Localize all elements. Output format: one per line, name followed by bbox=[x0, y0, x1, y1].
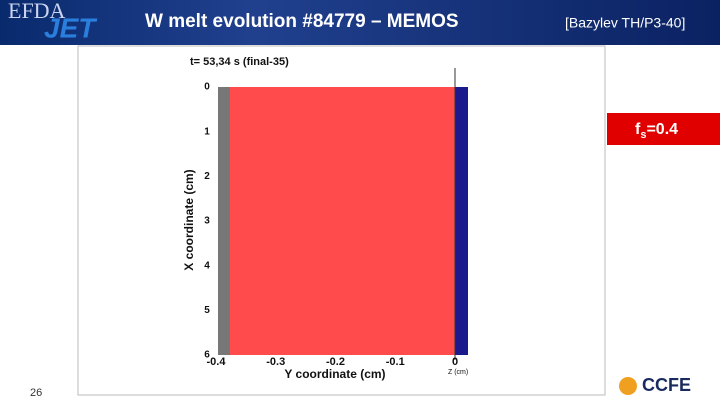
callout: fs=0.4 bbox=[635, 121, 678, 141]
x-tick-label: 0 bbox=[452, 356, 458, 368]
title: W melt evolution #84779 – MEMOS bbox=[145, 11, 459, 32]
y-tick-label: 5 bbox=[204, 305, 210, 316]
y-tick-label: 2 bbox=[204, 171, 210, 182]
x-tick-label: -0.3 bbox=[266, 356, 285, 368]
y-tick-label: 1 bbox=[204, 126, 210, 137]
y-axis-label: X coordinate (cm) bbox=[182, 169, 196, 270]
x-tick-label: -0.2 bbox=[326, 356, 345, 368]
logo: JET bbox=[44, 12, 98, 43]
callout-base: f bbox=[635, 121, 641, 138]
x-tick-label: -0.1 bbox=[386, 356, 405, 368]
y-tick-label: 6 bbox=[204, 350, 210, 361]
gray-strip bbox=[218, 87, 230, 355]
x-tick-label: -0.4 bbox=[207, 356, 227, 368]
y-tick-label: 4 bbox=[204, 260, 210, 271]
y-tick-label: 0 bbox=[204, 82, 210, 93]
time-label: t= 53,34 s (final-35) bbox=[190, 56, 289, 68]
melt-region bbox=[230, 87, 455, 355]
callout-subscript: s bbox=[640, 129, 646, 141]
blue-strip bbox=[455, 87, 468, 355]
reference: [Bazylev TH/P3-40] bbox=[565, 15, 685, 31]
y-tick-label: 3 bbox=[204, 216, 210, 227]
callout-rest: =0.4 bbox=[646, 121, 678, 138]
page-number: 26 bbox=[30, 387, 42, 399]
x-axis-label: Y coordinate (cm) bbox=[284, 367, 385, 381]
footer-logo: CCFE bbox=[642, 375, 691, 395]
header-bar bbox=[0, 0, 720, 45]
callout-box bbox=[607, 113, 720, 145]
z-label: Z (cm) bbox=[448, 369, 468, 376]
logo-top: EFDA bbox=[8, 0, 66, 23]
ccfe-icon bbox=[619, 377, 637, 395]
